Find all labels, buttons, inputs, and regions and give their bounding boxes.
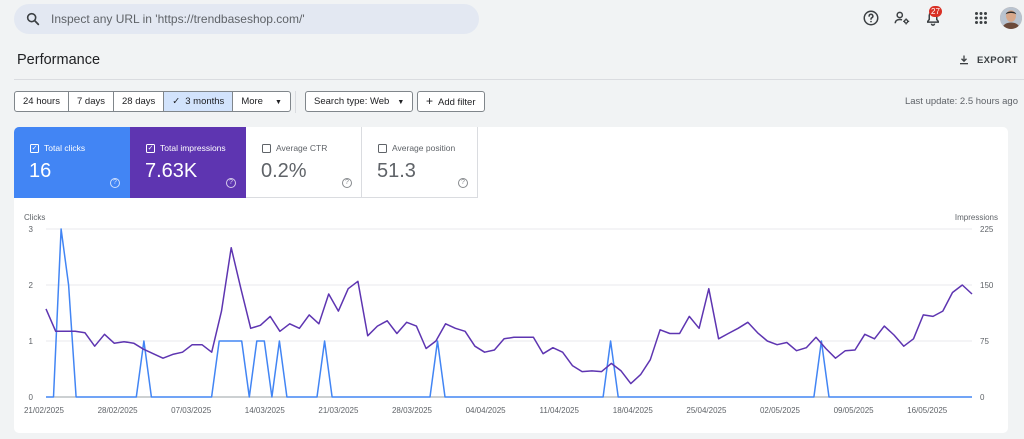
dropdown-caret-icon: ▼ <box>397 99 405 106</box>
page-title: Performance <box>17 52 101 68</box>
metric-value: 0.2% <box>261 160 307 182</box>
add-filter-button[interactable]: + Add filter <box>417 91 485 112</box>
metric-total-clicks[interactable]: ✓ Total clicks 16 ? <box>14 127 130 198</box>
apps-grid-icon[interactable] <box>972 9 990 27</box>
performance-card: ✓ Total clicks 16 ? ✓ Total impressions 7.… <box>14 127 1008 433</box>
search-icon <box>26 12 40 26</box>
dropdown-caret-icon: ▼ <box>274 99 282 106</box>
search-type-label: Search type: Web <box>314 96 390 107</box>
impressions-series-line <box>45 246 973 385</box>
left-axis-tick: 2 <box>29 281 34 290</box>
metric-average-ctr[interactable]: Average CTR 0.2% ? <box>246 127 362 198</box>
date-range-more-label: More <box>241 96 263 107</box>
add-filter-label: Add filter <box>438 97 476 108</box>
help-icon[interactable]: ? <box>110 178 120 188</box>
date-range-3-months[interactable]: ✓ 3 months <box>164 92 234 111</box>
x-axis-tick: 02/05/2025 <box>760 406 801 415</box>
x-axis-tick: 16/05/2025 <box>907 406 948 415</box>
help-icon[interactable]: ? <box>226 178 236 188</box>
search-type-dropdown[interactable]: Search type: Web ▼ <box>305 91 414 112</box>
date-range-24-hours[interactable]: 24 hours <box>15 92 69 111</box>
clicks-series-line <box>46 228 972 398</box>
x-axis-tick: 11/04/2025 <box>539 406 579 415</box>
x-axis-tick: 09/05/2025 <box>834 406 875 415</box>
search-input[interactable]: Inspect any URL in 'https://trendbasesho… <box>51 12 305 26</box>
metric-value: 51.3 <box>377 160 416 182</box>
notification-count-badge: 27 <box>929 6 942 17</box>
x-axis-tick: 28/02/2025 <box>98 406 139 415</box>
left-axis-tick: 3 <box>29 225 34 234</box>
plus-icon: + <box>426 94 434 108</box>
x-axis-tick: 14/03/2025 <box>245 406 286 415</box>
metric-value: 7.63K <box>145 160 198 182</box>
download-icon <box>960 55 968 65</box>
x-axis-tick: 28/03/2025 <box>392 406 433 415</box>
metric-label: Average position <box>392 143 456 153</box>
checkbox-checked-icon[interactable]: ✓ <box>146 143 155 153</box>
user-photo-icon <box>1000 7 1022 29</box>
left-axis-tick: 1 <box>29 337 34 346</box>
right-axis-tick: 0 <box>980 393 985 402</box>
last-update-text: Last update: 2.5 hours ago <box>904 96 1018 107</box>
date-range-3-months-label: 3 months <box>185 96 225 107</box>
help-icon[interactable]: ? <box>458 178 468 188</box>
header-divider <box>14 79 1024 80</box>
x-axis-tick: 21/02/2025 <box>24 406 65 415</box>
date-range-7-days[interactable]: 7 days <box>69 92 114 111</box>
metric-label: Total clicks <box>44 143 86 153</box>
right-axis-tick: 75 <box>980 337 989 346</box>
left-axis-tick: 0 <box>29 393 34 402</box>
manage-users-icon[interactable] <box>893 9 911 27</box>
metric-value: 16 <box>29 160 52 182</box>
right-axis-tick: 225 <box>980 225 994 234</box>
account-avatar[interactable] <box>1000 7 1022 29</box>
url-inspection-search[interactable]: Inspect any URL in 'https://trendbasesho… <box>14 4 479 34</box>
right-axis-title: Impressions <box>955 213 998 222</box>
metric-total-impressions[interactable]: ✓ Total impressions 7.63K ? <box>130 127 246 198</box>
check-icon: ✓ <box>172 96 181 107</box>
x-axis-tick: 21/03/2025 <box>318 406 359 415</box>
metric-average-position[interactable]: Average position 51.3 ? <box>362 127 478 198</box>
export-label: EXPORT <box>977 54 1018 66</box>
help-icon[interactable]: ? <box>342 178 352 188</box>
filter-separator <box>295 91 296 113</box>
x-axis-tick: 18/04/2025 <box>613 406 654 415</box>
metric-label: Average CTR <box>276 143 328 153</box>
checkbox-checked-icon[interactable]: ✓ <box>30 143 39 153</box>
date-range-selector: 24 hours 7 days 28 days ✓ 3 months More ▼ <box>14 91 291 112</box>
x-axis-tick: 07/03/2025 <box>171 406 212 415</box>
date-range-more[interactable]: More ▼ <box>233 92 290 111</box>
help-icon[interactable] <box>862 9 880 27</box>
checkbox-unchecked-icon[interactable] <box>378 143 387 153</box>
export-button[interactable]: EXPORT <box>958 52 1018 68</box>
x-axis-tick: 04/04/2025 <box>466 406 507 415</box>
metric-label: Total impressions <box>160 143 226 153</box>
performance-chart: Clicks Impressions 3 225 2 150 1 75 0 0 21/02/2025… <box>24 213 998 415</box>
top-bar: Inspect any URL in 'https://trendbasesho… <box>0 0 1024 38</box>
x-axis-tick: 25/04/2025 <box>686 406 727 415</box>
date-range-28-days[interactable]: 28 days <box>114 92 165 111</box>
right-axis-tick: 150 <box>980 281 994 290</box>
left-axis-title: Clicks <box>24 213 45 222</box>
checkbox-unchecked-icon[interactable] <box>262 143 271 153</box>
